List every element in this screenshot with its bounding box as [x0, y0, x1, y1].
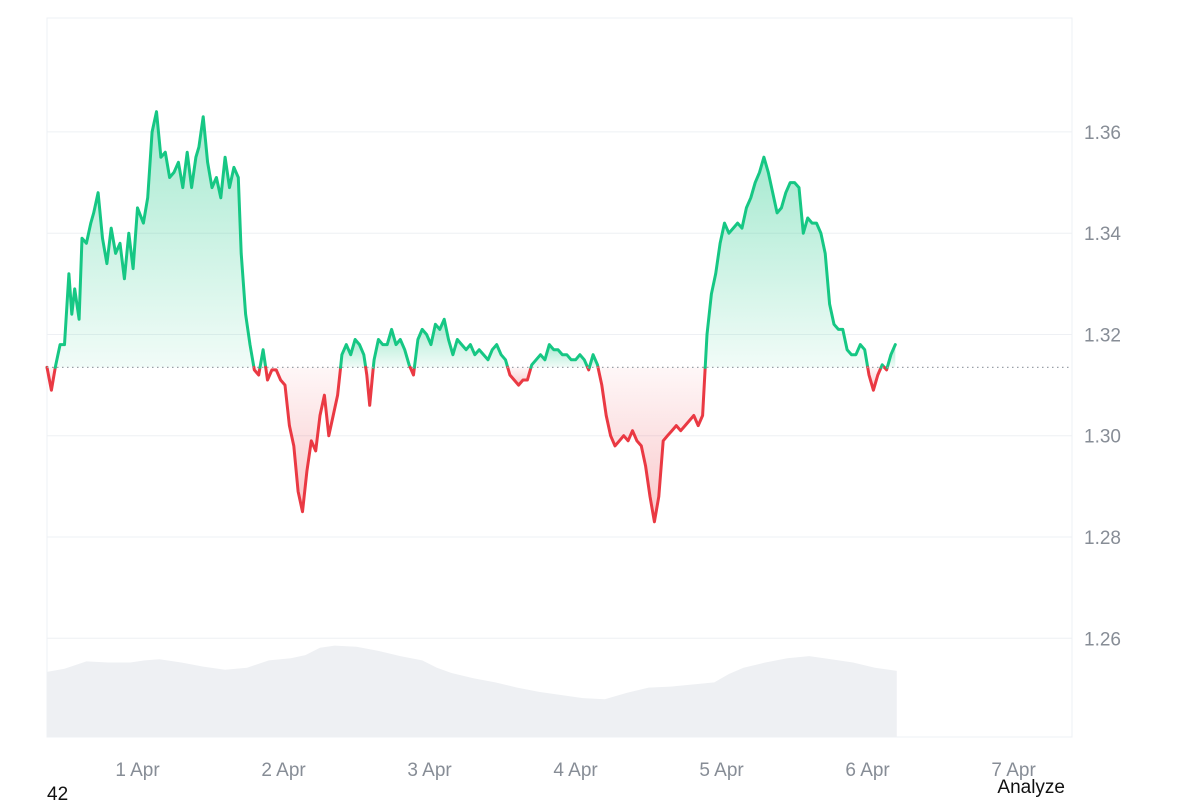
line-segment-up — [371, 327, 412, 369]
y-tick-label: 1.26 — [1084, 629, 1121, 650]
x-tick-label: 1 Apr — [115, 760, 160, 781]
footer-count: 42 — [47, 784, 69, 805]
x-tick-label: 6 Apr — [845, 760, 890, 781]
area-below-baseline — [265, 367, 341, 512]
volume-fill — [47, 645, 897, 737]
line-segment-up — [258, 348, 268, 369]
area-above-baseline — [414, 319, 508, 368]
line-segment-down — [264, 365, 343, 514]
y-axis: 1.36 1.34 1.32 1.30 1.28 1.26 — [1084, 123, 1121, 650]
y-tick-label: 1.30 — [1084, 427, 1121, 448]
price-line — [45, 110, 1072, 524]
analyze-link[interactable]: Analyze — [997, 777, 1065, 798]
y-tick-label: 1.28 — [1084, 528, 1121, 549]
line-segment-down — [408, 365, 416, 377]
area-above-baseline — [55, 111, 254, 368]
y-tick-label: 1.36 — [1084, 123, 1121, 144]
line-segment-up — [339, 338, 368, 369]
line-segment-down — [596, 365, 707, 524]
line-segment-down — [866, 365, 883, 392]
line-segment-up — [529, 343, 590, 369]
area-below-baseline — [598, 367, 706, 522]
line-segment-up — [53, 110, 256, 369]
x-tick-label: 4 Apr — [553, 760, 598, 781]
x-tick-label: 7 Apr — [991, 760, 1036, 781]
x-tick-label: 5 Apr — [699, 760, 744, 781]
line-segment-up — [885, 343, 897, 369]
area-above-baseline — [373, 329, 411, 368]
x-tick-label: 3 Apr — [407, 760, 452, 781]
y-tick-label: 1.34 — [1084, 224, 1121, 245]
line-segment-down — [252, 365, 262, 377]
line-segment-up — [703, 155, 870, 369]
line-segment-down — [506, 365, 533, 387]
line-segment-up — [412, 317, 510, 369]
volume-area — [47, 645, 897, 737]
x-axis: 1 Apr 2 Apr 3 Apr 4 Apr 5 Apr 6 Apr 7 Apr — [115, 760, 1036, 781]
y-tick-label: 1.32 — [1084, 325, 1121, 346]
area-below-baseline — [507, 367, 531, 386]
area-above-baseline — [531, 344, 588, 368]
line-segment-down — [364, 365, 375, 407]
area-above-baseline — [705, 157, 868, 368]
line-segment-down — [45, 365, 57, 392]
x-tick-label: 2 Apr — [261, 760, 306, 781]
